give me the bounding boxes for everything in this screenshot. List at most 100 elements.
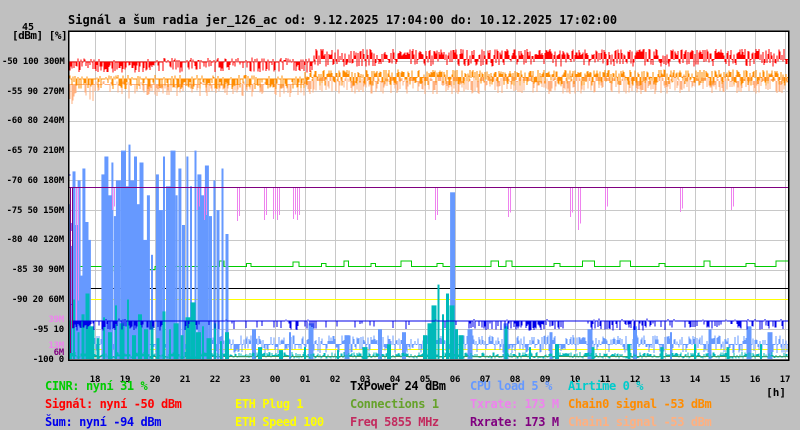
cpu-load-spike: [163, 156, 165, 359]
airtime-spike: [660, 347, 664, 359]
y-axis-label: -75 50 150M: [6, 205, 65, 216]
airtime-spike: [458, 335, 464, 359]
airtime-spike: [504, 326, 508, 360]
cpu-load-spike: [746, 326, 752, 360]
cpu-load-spike: [225, 234, 229, 359]
cpu-load-spike: [633, 326, 637, 360]
x-axis-unit-label: [h]: [766, 386, 786, 399]
x-axis-hour-label: 02: [329, 375, 341, 385]
y-axis-label: -90 20 60M: [11, 294, 64, 305]
cpu-load-spike: [146, 195, 150, 360]
graph-title: Signál a šum radia jer_126_ac od: 9.12.2…: [68, 13, 618, 27]
cpu-load-spike: [178, 168, 182, 359]
cpu-load-spike: [200, 195, 206, 360]
airtime-spike: [258, 347, 262, 359]
airtime-spike: [446, 293, 449, 359]
y-axis-label: -60 80 240M: [6, 116, 65, 127]
airtime-spike: [427, 323, 432, 359]
cpu-load-spike: [194, 150, 197, 359]
airtime-spike: [214, 323, 216, 359]
airtime-spike: [156, 338, 160, 359]
cpu-load-spike: [289, 332, 291, 359]
x-axis-hour-label: 03: [359, 375, 371, 385]
cpu-load-spike: [121, 150, 126, 359]
legend-item: Freq 5855 MHz: [350, 415, 439, 429]
airtime-spike: [138, 314, 142, 359]
cpu-load-spike: [124, 186, 129, 359]
cpu-load-spike: [467, 329, 473, 359]
airtime-spike: [423, 335, 427, 359]
cpu-load-spike: [134, 156, 137, 359]
airtime-spike: [73, 299, 75, 359]
cpu-load-spike: [190, 186, 192, 359]
legend-item: TxPower 24 dBm: [350, 379, 446, 393]
airtime-spike: [442, 314, 444, 359]
x-axis-hour-label: 16: [749, 375, 761, 385]
airtime-spike: [206, 338, 212, 359]
airtime-spike: [173, 323, 179, 359]
x-axis-hour-label: 10: [569, 375, 581, 385]
airtime-spike: [726, 347, 730, 359]
airtime-spike: [555, 344, 559, 359]
airtime-spike: [150, 320, 154, 359]
airtime-spike: [529, 347, 531, 359]
airtime-spike: [190, 302, 196, 359]
cpu-load-spike: [213, 180, 216, 359]
legend-item: Txrate: 173 M: [470, 397, 559, 411]
cpu-load-spike: [130, 180, 135, 359]
airtime-spike: [304, 347, 306, 359]
x-axis-hour-label: 21: [179, 375, 191, 385]
airtime-spike: [77, 332, 80, 359]
x-axis-hour-label: 14: [689, 375, 701, 385]
airtime-spike: [760, 344, 762, 359]
airtime-spike: [185, 317, 191, 359]
cpu-load-spike: [157, 210, 163, 359]
legend-item: ETH Plug 1: [235, 397, 304, 411]
airtime-spike: [431, 305, 437, 359]
cpu-load-spike: [106, 195, 112, 360]
x-axis-hour-label: 17: [779, 375, 791, 385]
airtime-spike: [96, 338, 100, 359]
cpu-load-spike: [77, 180, 81, 359]
x-axis-hour-label: 18: [89, 375, 101, 385]
x-axis-hour-label: 12: [629, 375, 641, 385]
x-axis-hour-label: 11: [599, 375, 611, 385]
airtime-spike: [81, 314, 85, 359]
y-axis-label: -50 100 300M: [2, 56, 65, 67]
cpu-load-spike: [166, 186, 171, 359]
legend-item: Connections 1: [350, 397, 439, 411]
y-axis-rate-mark: 39M: [48, 314, 64, 325]
cpu-load-spike: [670, 332, 672, 359]
cpu-load-spike: [450, 192, 456, 359]
cpu-load-spike: [115, 180, 121, 359]
cpu-load-spike: [252, 329, 256, 359]
y-axis-label: -55 90 270M: [6, 86, 65, 97]
legend-item: Airtime 0 %: [568, 379, 644, 393]
x-axis-hour-label: 22: [209, 375, 221, 385]
y-axis-label: -65 70 210M: [6, 146, 65, 157]
airtime-spike: [127, 299, 129, 359]
cpu-load-spike: [136, 204, 141, 359]
airtime-spike: [108, 332, 112, 359]
x-axis-hour-label: 15: [719, 375, 731, 385]
legend-item: Signál: nyní -50 dBm: [45, 397, 182, 411]
y-axis-top-partial-label: 45: [22, 22, 35, 33]
airtime-spike: [387, 344, 391, 359]
airtime-spike: [591, 347, 595, 359]
x-axis-hour-label: 06: [449, 375, 461, 385]
airtime-spike: [162, 311, 166, 359]
airtime-spike: [119, 323, 125, 359]
cpu-load-spike: [216, 210, 220, 359]
airtime-spike: [279, 350, 283, 359]
airtime-spike: [89, 326, 95, 360]
y-axis-label: -70 60 180M: [6, 175, 65, 186]
cpu-load-spike: [139, 162, 144, 359]
airtime-spike: [132, 335, 136, 359]
airtime-spike: [455, 329, 458, 359]
airtime-spike: [196, 332, 201, 359]
y-axis-label: -100 0: [32, 354, 65, 365]
x-axis-hour-label: 20: [149, 375, 161, 385]
legend-item: CINR: nyní 31 %: [45, 379, 148, 393]
airtime-spike: [220, 341, 222, 359]
